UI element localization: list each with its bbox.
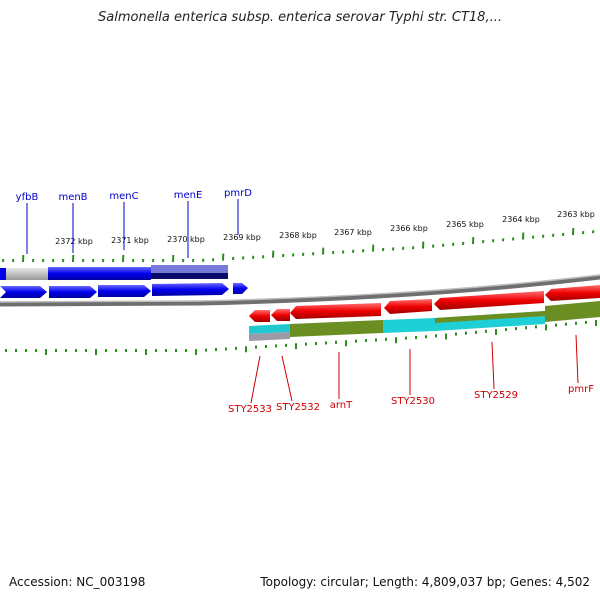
topology-summary: Topology: circular; Length: 4,809,037 bp… <box>260 575 590 589</box>
gene-arrow[interactable] <box>434 291 544 310</box>
scale-label: 2364 kbp <box>502 215 540 224</box>
gene-label[interactable]: STY2530 <box>391 396 435 407</box>
gene-leader-line <box>575 334 579 384</box>
gene-labels-forward: yfbB menB menC menE pmrD <box>16 188 252 258</box>
gene-labels-reverse: STY2533 STY2532 arnT STY2530 STY2529 pmrF <box>228 334 594 415</box>
backbone-line <box>0 274 600 307</box>
gene-arrow[interactable] <box>290 303 381 319</box>
scale-label: 2363 kbp <box>557 210 595 219</box>
scale-label: 2371 kbp <box>111 236 149 245</box>
gene-label[interactable]: pmrD <box>224 188 252 199</box>
gene-arrow[interactable] <box>249 310 270 322</box>
gene-label[interactable]: menC <box>109 191 138 202</box>
gene-arrow[interactable] <box>49 286 97 298</box>
feature-track-reverse[interactable] <box>249 285 600 341</box>
gene-label[interactable]: STY2533 <box>228 404 272 415</box>
scale-ticks-upper <box>2 227 595 263</box>
gene-label[interactable]: menB <box>58 192 87 203</box>
scale-label: 2366 kbp <box>390 224 428 233</box>
feature-bar[interactable] <box>545 301 600 322</box>
feature-bar[interactable] <box>48 267 151 280</box>
scale-ticks-lower <box>5 319 597 355</box>
feature-bar[interactable] <box>6 268 48 280</box>
feature-bar[interactable] <box>0 268 6 280</box>
scale-label: 2367 kbp <box>334 228 372 237</box>
scale-label: 2368 kbp <box>279 231 317 240</box>
feature-bar[interactable] <box>290 320 383 337</box>
gene-arrow[interactable] <box>233 283 248 294</box>
feature-bar[interactable] <box>249 332 290 341</box>
feature-bar[interactable] <box>151 273 228 279</box>
gene-label[interactable]: STY2532 <box>276 402 320 413</box>
gene-leader-line <box>281 355 293 402</box>
feature-track-forward[interactable] <box>0 265 248 298</box>
feature-bar[interactable] <box>435 311 545 323</box>
scale-label: 2372 kbp <box>55 237 93 246</box>
gene-arrow[interactable] <box>384 299 432 314</box>
gene-label[interactable]: arnT <box>330 400 353 411</box>
gene-label[interactable]: pmrF <box>568 384 594 395</box>
map-title: Salmonella enterica subsp. enterica sero… <box>98 10 502 25</box>
scale-label: 2369 kbp <box>223 233 261 242</box>
feature-bar[interactable] <box>383 318 435 333</box>
gene-label[interactable]: STY2529 <box>474 390 518 401</box>
gene-leader-line <box>250 355 261 404</box>
feature-bar[interactable] <box>151 265 228 273</box>
gene-arrow[interactable] <box>98 285 151 297</box>
gene-leader-line <box>491 341 495 390</box>
gene-arrow[interactable] <box>0 286 47 298</box>
gene-arrow[interactable] <box>271 309 290 321</box>
backbone-highlight <box>0 274 600 303</box>
scale-label: 2365 kbp <box>446 220 484 229</box>
scale-label: 2370 kbp <box>167 235 205 244</box>
gene-arrow[interactable] <box>152 283 229 296</box>
feature-bar[interactable] <box>249 324 290 334</box>
gene-label[interactable]: yfbB <box>16 192 39 203</box>
gene-label[interactable]: menE <box>174 190 203 201</box>
scale-labels: 2372 kbp 2371 kbp 2370 kbp 2369 kbp 2368 kbp… <box>55 210 595 246</box>
gene-arrow[interactable] <box>545 285 600 301</box>
accession-text: Accession: NC_003198 <box>9 575 146 589</box>
